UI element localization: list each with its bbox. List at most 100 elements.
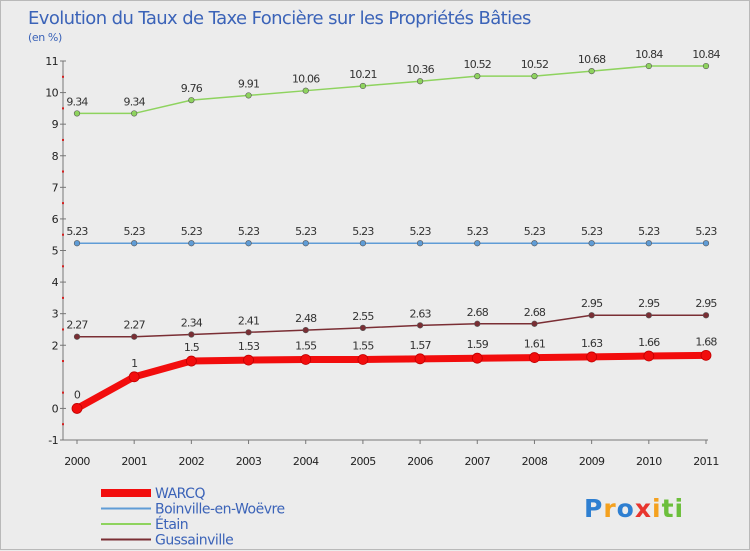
data-label-etain: 9.91 bbox=[238, 77, 259, 90]
data-label-warcq: 1.53 bbox=[238, 340, 260, 353]
data-point-warcq bbox=[71, 403, 83, 414]
data-label-gussainville: 2.48 bbox=[295, 312, 317, 325]
data-label-boinville-en-woevre: 5.23 bbox=[638, 225, 660, 238]
x-tick-label: 2006 bbox=[407, 455, 433, 468]
data-label-boinville-en-woevre: 5.23 bbox=[695, 225, 717, 238]
data-label-warcq: 1.63 bbox=[581, 337, 603, 350]
y-tick-label: 10 bbox=[45, 87, 58, 100]
data-point-warcq bbox=[471, 352, 483, 364]
y-tick-label: 6 bbox=[52, 213, 59, 226]
data-label-boinville-en-woevre: 5.23 bbox=[66, 225, 88, 238]
y-minor-tick bbox=[62, 391, 64, 394]
data-point-gussainville bbox=[302, 326, 309, 334]
data-point-etain bbox=[474, 73, 481, 80]
legend: WARCQBoinville-en-WoëvreÉtainGussainvill… bbox=[101, 486, 285, 549]
series-etain: 9.34 9.34 9.76 9.91 10.06 10.21 10.36 10.52 10.5… bbox=[66, 48, 721, 117]
data-label-gussainville: 2.95 bbox=[581, 297, 603, 310]
data-point-etain bbox=[416, 78, 424, 85]
data-point-boinville-en-woevre bbox=[416, 240, 424, 247]
data-point-warcq bbox=[643, 350, 655, 362]
data-point-etain bbox=[645, 62, 652, 70]
data-label-boinville-en-woevre: 5.23 bbox=[467, 225, 489, 238]
legend-label-gussainville: Gussainville bbox=[155, 533, 233, 549]
data-label-gussainville: 2.41 bbox=[238, 314, 259, 327]
data-point-warcq bbox=[128, 371, 140, 383]
data-point-boinville-en-woevre bbox=[645, 240, 652, 247]
data-point-warcq bbox=[700, 349, 712, 361]
data-point-gussainville bbox=[702, 312, 710, 319]
y-minor-tick bbox=[62, 360, 64, 363]
y-tick-label: 9 bbox=[52, 118, 59, 131]
data-label-etain: 10.68 bbox=[578, 53, 606, 66]
data-point-warcq bbox=[357, 354, 369, 365]
data-point-gussainville bbox=[245, 329, 252, 336]
logo-letter: x bbox=[635, 494, 652, 523]
data-label-gussainville: 2.68 bbox=[467, 306, 489, 319]
logo-letter: P bbox=[584, 494, 603, 523]
data-label-warcq: 1.55 bbox=[352, 339, 374, 352]
data-point-warcq bbox=[586, 351, 598, 363]
data-point-gussainville bbox=[474, 320, 481, 327]
series-line-etain bbox=[76, 65, 707, 115]
data-label-etain: 10.84 bbox=[635, 48, 663, 61]
y-tick-label: 7 bbox=[52, 181, 59, 194]
data-label-etain: 9.34 bbox=[66, 95, 88, 108]
data-label-warcq: 1.55 bbox=[295, 339, 317, 352]
x-axis-ticks: 2000 2001 2002 2003 2004 2005 2006 2007 2008 2009… bbox=[64, 440, 719, 468]
data-point-warcq bbox=[414, 353, 426, 365]
data-label-warcq: 1.66 bbox=[638, 336, 660, 349]
data-series: 2.27 2.27 2.34 2.41 2.48 2.55 2.63 2.68 2.68 2.95… bbox=[66, 48, 721, 414]
x-tick-label: 2003 bbox=[236, 455, 262, 468]
data-point-boinville-en-woevre bbox=[359, 240, 367, 247]
data-label-gussainville: 2.68 bbox=[524, 306, 546, 319]
data-label-gussainville: 2.95 bbox=[695, 297, 717, 310]
chart-title: Evolution du Taux de Taxe Foncière sur l… bbox=[28, 8, 531, 29]
logo-letter: i bbox=[675, 494, 685, 523]
data-label-etain: 9.34 bbox=[124, 95, 146, 108]
data-label-etain: 10.52 bbox=[464, 58, 492, 71]
data-label-etain: 10.84 bbox=[692, 48, 720, 61]
x-tick-label: 2007 bbox=[464, 455, 490, 468]
logo-letter: i bbox=[652, 494, 662, 523]
y-minor-tick bbox=[62, 107, 64, 110]
data-label-gussainville: 2.63 bbox=[409, 307, 431, 320]
y-tick-label: 8 bbox=[52, 150, 59, 163]
data-label-boinville-en-woevre: 5.23 bbox=[409, 225, 431, 238]
data-point-etain bbox=[359, 82, 367, 90]
y-tick-label: 5 bbox=[52, 245, 59, 258]
x-tick-label: 2001 bbox=[121, 455, 147, 468]
x-tick-label: 2011 bbox=[693, 455, 719, 468]
series-line-warcq bbox=[73, 351, 710, 412]
data-label-gussainville: 2.95 bbox=[638, 297, 660, 310]
data-point-gussainville bbox=[645, 312, 652, 319]
y-tick-label: 11 bbox=[45, 55, 58, 68]
data-label-boinville-en-woevre: 5.23 bbox=[352, 225, 374, 238]
data-label-boinville-en-woevre: 5.23 bbox=[581, 225, 603, 238]
data-label-gussainville: 2.27 bbox=[124, 319, 146, 332]
data-label-etain: 10.06 bbox=[292, 73, 320, 86]
data-point-boinville-en-woevre bbox=[531, 240, 538, 247]
data-label-gussainville: 2.55 bbox=[352, 310, 374, 323]
data-point-warcq bbox=[529, 352, 540, 363]
x-tick-label: 2002 bbox=[179, 455, 205, 468]
data-label-warcq: 1.57 bbox=[409, 339, 431, 352]
y-axis-ticks: -1 0 2 3 4 5 6 7 8 9 10 11 bbox=[45, 55, 66, 447]
y-tick-label: 3 bbox=[52, 308, 59, 321]
data-point-etain bbox=[531, 73, 538, 80]
data-point-etain bbox=[188, 97, 195, 104]
y-minor-tick bbox=[62, 75, 64, 78]
data-label-warcq: 1 bbox=[131, 357, 137, 370]
data-point-etain bbox=[73, 110, 81, 117]
x-tick-label: 2010 bbox=[636, 455, 662, 468]
y-tick-label: 2 bbox=[52, 339, 58, 352]
y-minor-tick bbox=[62, 265, 64, 268]
data-point-etain bbox=[702, 62, 710, 70]
y-minor-tick bbox=[62, 138, 64, 141]
series-warcq: 0 1 1.5 1.53 1.55 1.55 1.57 1.59 1.61 1.63 1.66 1.6… bbox=[71, 335, 718, 414]
y-axis-unit: (en %) bbox=[28, 31, 62, 44]
x-tick-label: 2009 bbox=[579, 455, 605, 468]
series-line-gussainville bbox=[76, 314, 707, 338]
data-point-boinville-en-woevre bbox=[73, 240, 81, 247]
data-label-gussainville: 2.34 bbox=[181, 317, 203, 330]
